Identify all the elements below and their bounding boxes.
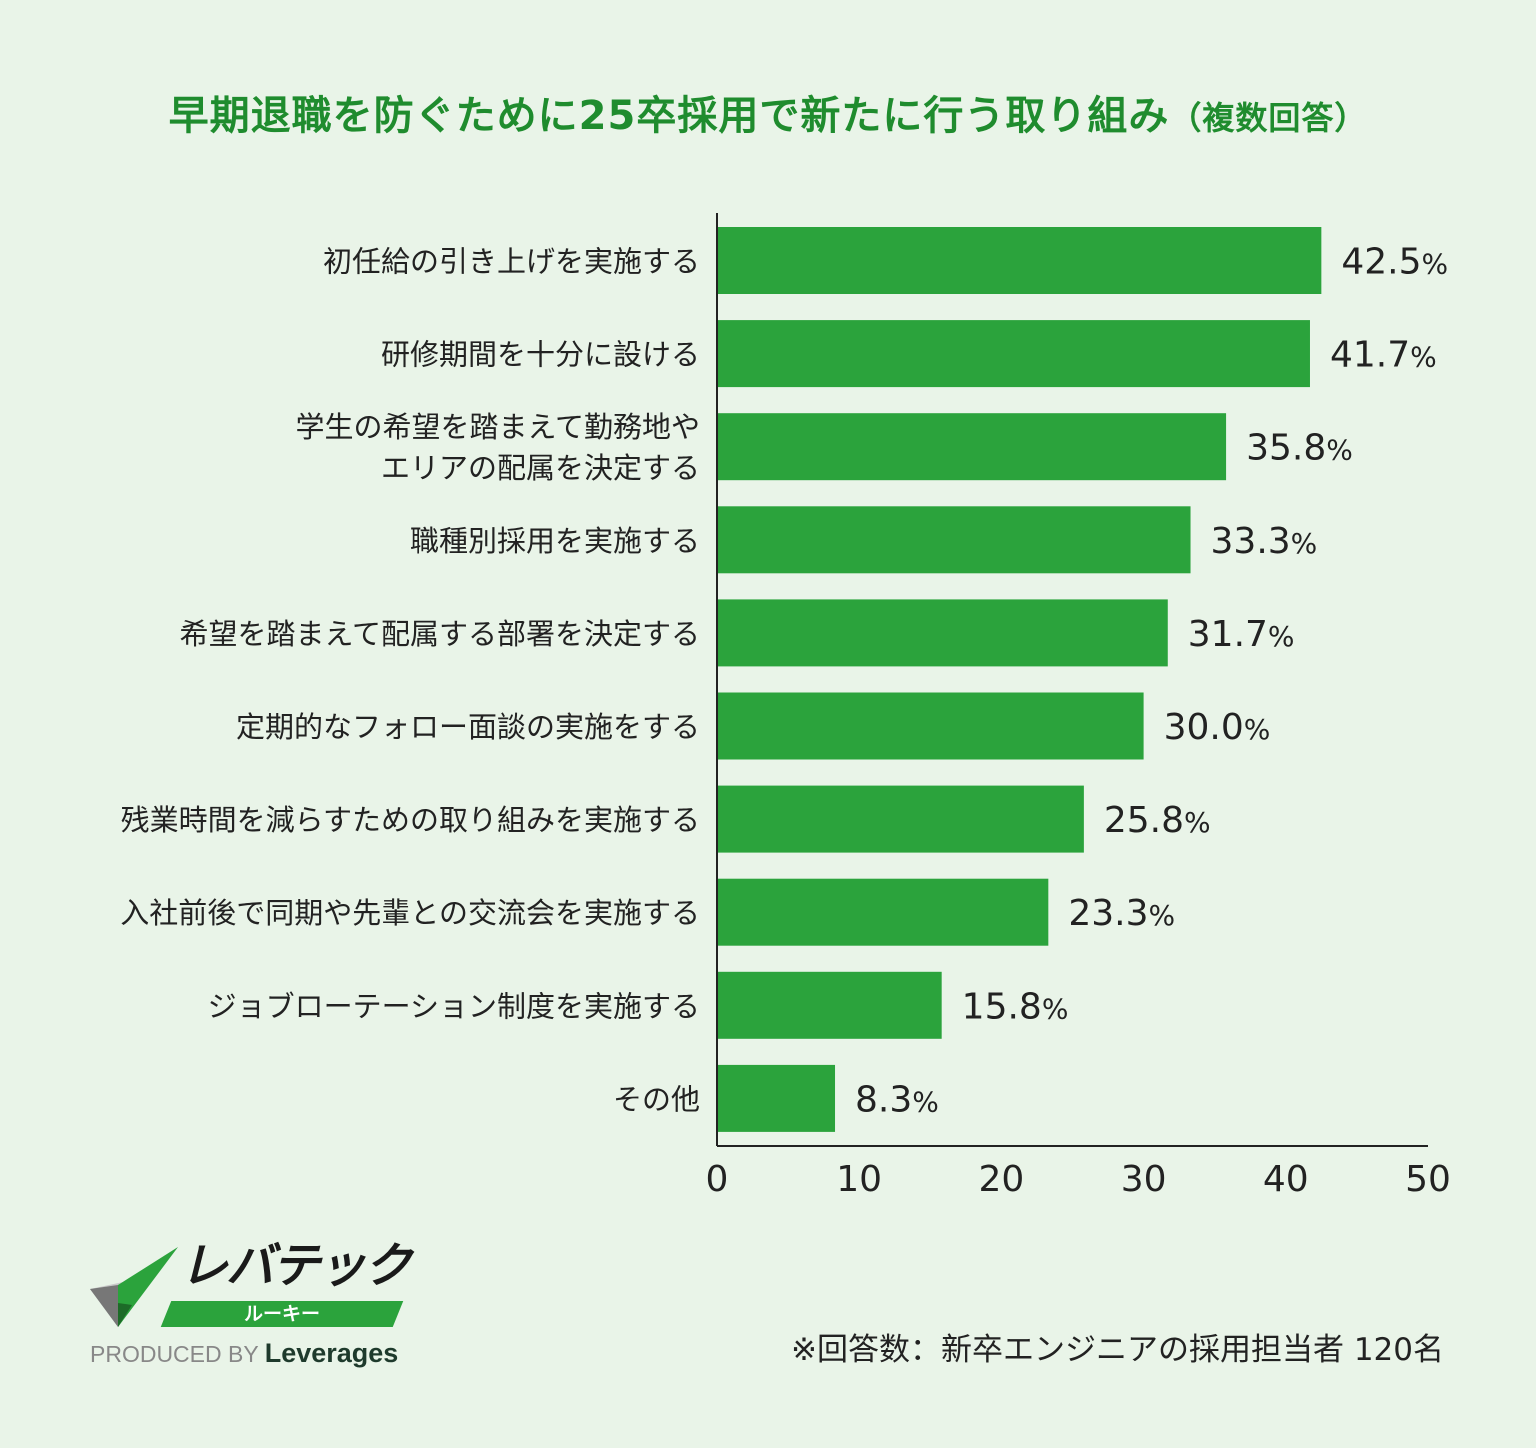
value-percent: % [1244,713,1271,746]
value-label: 8.3% [855,1079,939,1120]
company-name: Leverages [264,1338,399,1368]
chart-title-main: 早期退職を防ぐために25卒採用で新たに行う取り組み [168,93,1170,139]
bar [717,413,1227,481]
value-label: 15.8% [962,986,1069,1027]
category-label-line: ジョブローテーション制度を実施する [208,989,700,1023]
produced-by: PRODUCED BY Leverages [90,1337,398,1370]
value-label: 25.8% [1104,800,1211,841]
respondents-note: ※回答数：新卒エンジニアの採用担当者 120名 [791,1332,1444,1368]
bar [717,878,1049,946]
category-label-line: 職種別採用を実施する [410,524,700,558]
category-label: 希望を踏まえて配属する部署を決定する [179,617,700,651]
logo-sub: ルーキー [243,1303,320,1325]
category-label: 学生の希望を踏まえて勤務地やエリアの配属を決定する [295,410,700,485]
value-number: 30.0 [1164,707,1244,748]
bar [717,506,1191,574]
value-percent: % [1148,899,1175,932]
levtech-rookie-logo: レバテック ルーキー PRODUCED BY Leverages [88,1241,428,1385]
value-percent: % [1410,341,1437,374]
category-label-line: その他 [613,1082,700,1116]
value-label: 41.7% [1330,335,1437,376]
category-label-line: 希望を踏まえて配属する部署を決定する [179,617,700,651]
category-label-line: 入社前後で同期や先輩との交流会を実施する [120,896,700,930]
x-tick-label: 10 [836,1159,882,1200]
value-number: 15.8 [962,986,1042,1027]
value-number: 23.3 [1068,893,1148,934]
value-percent: % [1042,992,1069,1025]
category-label-line: 初任給の引き上げを実施する [323,245,700,279]
logo-band: ルーキー [160,1301,404,1327]
category-label: 初任給の引き上げを実施する [323,245,700,279]
category-label: その他 [613,1082,700,1116]
category-label-line: 学生の希望を踏まえて勤務地や [295,410,700,444]
x-tick-label: 40 [1263,1159,1309,1200]
category-label-line: 定期的なフォロー面談の実施をする [236,710,700,744]
category-label: 職種別採用を実施する [410,524,700,558]
category-label-line: 残業時間を減らすための取り組みを実施する [121,803,700,837]
value-label: 23.3% [1068,893,1175,934]
bar [717,692,1144,760]
value-percent: % [1291,527,1318,560]
value-percent: % [912,1085,939,1118]
bar [717,599,1168,667]
value-number: 42.5 [1341,242,1421,283]
category-label: 定期的なフォロー面談の実施をする [236,710,700,744]
bar [717,227,1322,294]
x-tick-label: 50 [1405,1159,1451,1200]
value-number: 35.8 [1246,428,1326,469]
value-label: 42.5% [1341,242,1448,283]
category-label-line: 研修期間を十分に設ける [381,338,700,372]
category-label: 入社前後で同期や先輩との交流会を実施する [120,896,700,930]
bar [717,785,1084,853]
value-number: 8.3 [855,1079,912,1120]
bar [717,320,1310,388]
value-number: 31.7 [1188,614,1268,655]
check-mark-icon [90,1247,178,1327]
value-label: 31.7% [1188,614,1295,655]
x-tick-label: 30 [1121,1159,1167,1200]
x-tick-label: 20 [978,1159,1024,1200]
value-percent: % [1268,620,1295,653]
value-number: 41.7 [1330,335,1410,376]
produced-by-label: PRODUCED BY [90,1341,259,1367]
value-number: 25.8 [1104,800,1184,841]
category-label: 研修期間を十分に設ける [381,338,700,372]
category-label: ジョブローテーション制度を実施する [208,989,700,1023]
value-percent: % [1326,434,1353,467]
value-label: 33.3% [1211,521,1318,562]
value-percent: % [1422,248,1449,281]
bar [717,971,942,1039]
category-label: 残業時間を減らすための取り組みを実施する [121,803,700,837]
category-label-line: エリアの配属を決定する [381,451,700,485]
value-label: 35.8% [1246,428,1353,469]
value-label: 30.0% [1164,707,1271,748]
value-percent: % [1184,806,1211,839]
bar-chart: 初任給の引き上げを実施する 42.5% 研修期間を十分に設ける 41.7% 学生の希望を… [120,213,1451,1200]
bar [717,1064,836,1132]
chart-title: 早期退職を防ぐために25卒採用で新たに行う取り組み（複数回答） [0,92,1536,142]
value-number: 33.3 [1211,521,1291,562]
logo-brand: レバテック [180,1238,412,1294]
x-tick-label: 0 [706,1159,729,1200]
chart-subtitle: （複数回答） [1169,99,1368,137]
